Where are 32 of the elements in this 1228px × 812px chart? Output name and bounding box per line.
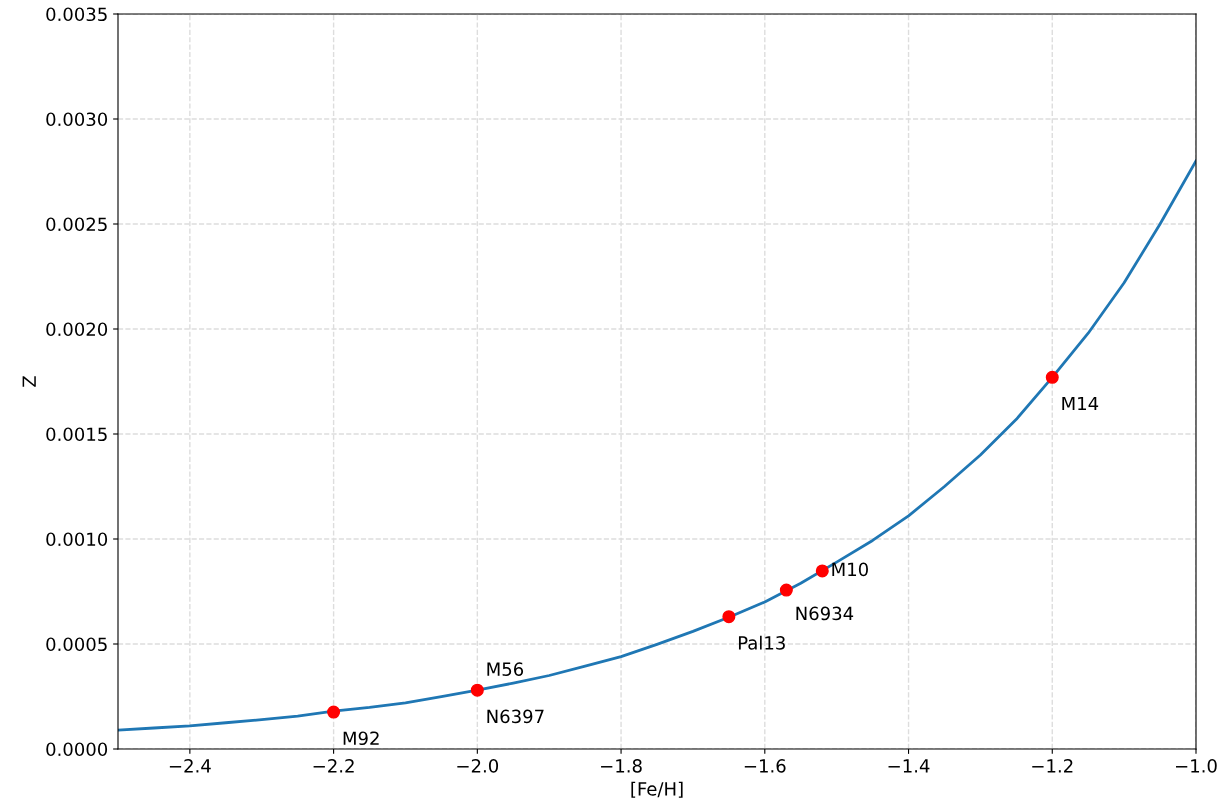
annotation: M10 bbox=[832, 562, 868, 577]
point bbox=[722, 610, 736, 624]
line-series bbox=[118, 159, 1196, 732]
annotation: M56 bbox=[487, 662, 524, 676]
y-tick-label: 0.0015 bbox=[46, 427, 107, 442]
y-tick-label: 0.0000 bbox=[46, 742, 108, 757]
x-tick-label: −1.0 bbox=[1175, 759, 1217, 773]
x-axis-title: [Fe/H] bbox=[631, 781, 683, 798]
annotation: Pal13 bbox=[738, 635, 785, 650]
x-tick-label: −1.2 bbox=[1032, 759, 1073, 773]
annotation: N6397 bbox=[487, 709, 544, 724]
x-tick-label: −2.2 bbox=[313, 759, 354, 773]
annotation: M14 bbox=[1062, 396, 1099, 411]
point bbox=[779, 583, 793, 597]
y-tick-label: 0.0030 bbox=[46, 112, 108, 127]
point bbox=[815, 564, 829, 578]
y-axis-title: Z bbox=[22, 376, 36, 387]
x-tick-label: −1.8 bbox=[601, 759, 642, 773]
y-tick-label: 0.0025 bbox=[46, 217, 107, 232]
point bbox=[470, 683, 484, 697]
x-tick-label: −2.4 bbox=[169, 759, 211, 773]
y-tick-label: 0.0035 bbox=[46, 7, 107, 22]
annotation: M92 bbox=[343, 731, 379, 746]
point bbox=[327, 705, 341, 719]
y-tick-label: 0.0005 bbox=[46, 637, 107, 652]
x-tick-label: −2.0 bbox=[457, 759, 499, 773]
y-tick-label: 0.0010 bbox=[46, 532, 108, 547]
x-tick-label: −1.4 bbox=[888, 759, 930, 773]
point bbox=[1045, 370, 1059, 384]
y-tick-label: 0.0020 bbox=[46, 322, 108, 337]
annotation: N6934 bbox=[796, 606, 854, 621]
x-tick-label: −1.6 bbox=[744, 759, 786, 773]
